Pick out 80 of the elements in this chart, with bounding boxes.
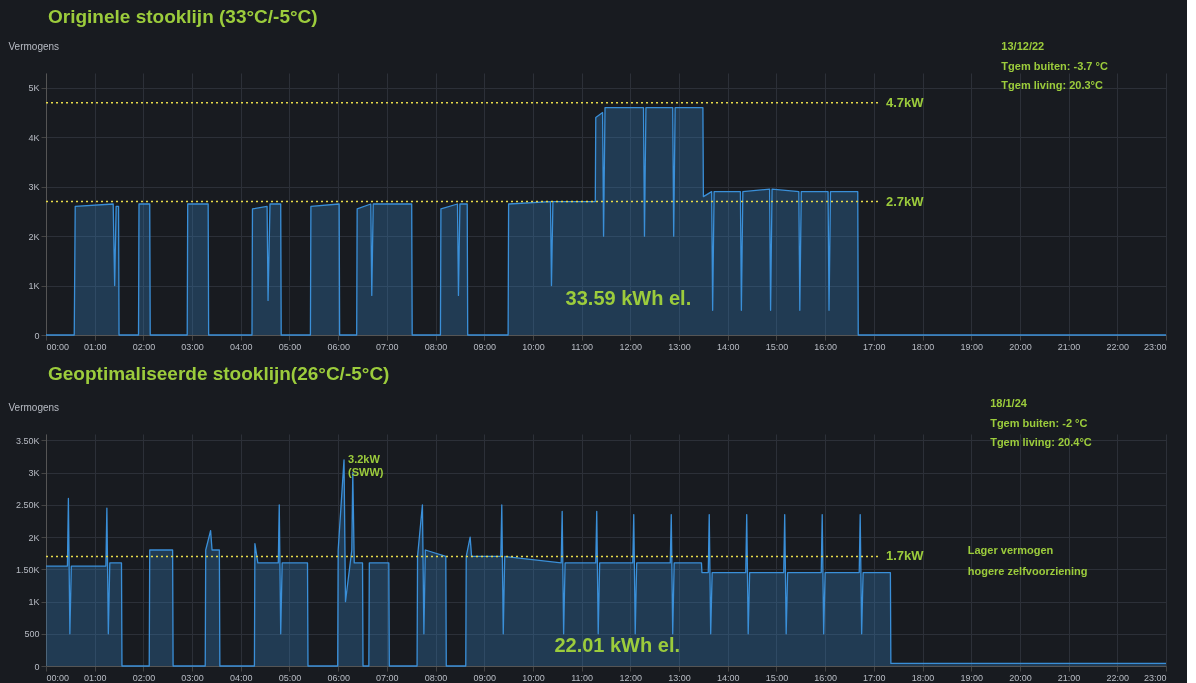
x-tick-label: 19:00: [960, 672, 983, 683]
x-tick-label: 08:00: [424, 672, 448, 683]
y-tick-label: 500: [24, 629, 40, 640]
ref-line-label: 1.7kW: [886, 548, 925, 564]
x-tick-label: 07:00: [376, 672, 399, 683]
x-tick-label: 13:00: [668, 341, 691, 352]
ref-line-label: 2.7kW: [886, 193, 925, 209]
ref-line-label: 4.7kW: [886, 94, 925, 110]
y-tick-label: 0: [34, 661, 40, 672]
y-tick-label: 3K: [28, 182, 40, 193]
x-tick-label: 02:00: [132, 341, 156, 352]
annotation: 3.2kW (SWW): [348, 452, 384, 478]
x-tick-label: 11:00: [571, 672, 594, 683]
text: 18/1/24: [990, 397, 1028, 409]
x-tick-label: 04:00: [230, 341, 253, 352]
x-tick-label: 18:00: [911, 341, 935, 352]
x-tick-label: 11:00: [571, 341, 594, 352]
x-tick-label: 23:00: [1143, 341, 1167, 352]
x-tick-label: 20:00: [1009, 672, 1032, 683]
x-tick-label: 18:00: [911, 672, 935, 683]
annotation: hogere zelfvoorziening: [967, 565, 1088, 577]
y-tick-label: 1K: [28, 281, 40, 292]
x-tick-label: 17:00: [863, 672, 886, 683]
y-tick-label: 2.50K: [15, 500, 40, 511]
y-tick-label: 1K: [28, 597, 40, 608]
x-tick-label: 07:00: [376, 341, 399, 352]
x-tick-label: 05:00: [278, 341, 302, 352]
x-tick-label: 14:00: [716, 341, 740, 352]
x-tick-label: 01:00: [83, 341, 107, 352]
x-tick-label: 06:00: [327, 341, 350, 352]
y-tick-label: 3K: [28, 468, 40, 479]
x-tick-label: 03:00: [181, 341, 204, 352]
x-tick-label: 21:00: [1057, 341, 1081, 352]
annotation: Tgem living: 20.4°C: [990, 436, 1092, 448]
x-tick-label: 14:00: [716, 672, 740, 683]
y-axis-title: Vermogens: [8, 40, 60, 52]
x-tick-label: 00:00: [46, 341, 70, 352]
y-tick-label: 5K: [28, 83, 40, 94]
x-tick-label: 09:00: [473, 341, 497, 352]
annotation: 33.59 kWh el.: [565, 287, 692, 309]
x-tick-label: 09:00: [473, 672, 497, 683]
annotation: Tgem living: 20.3°C: [1001, 79, 1104, 91]
x-tick-label: 20:00: [1009, 341, 1032, 352]
x-tick-label: 16:00: [814, 341, 837, 352]
y-tick-label: 2K: [28, 231, 40, 242]
x-tick-label: 17:00: [863, 341, 886, 352]
x-tick-label: 15:00: [765, 672, 789, 683]
text: Tgem buiten: -3.7 °C: [1001, 60, 1108, 72]
x-tick-label: 22:00: [1106, 672, 1130, 683]
chart-title: Originele stooklijn (33°C/-5°C): [48, 6, 318, 27]
x-tick-label: 06:00: [327, 672, 350, 683]
text: 13/12/22: [1001, 40, 1045, 52]
y-tick-label: 2K: [28, 532, 40, 543]
x-tick-label: 13:00: [668, 672, 691, 683]
x-tick-label: 16:00: [814, 672, 837, 683]
y-tick-label: 3.50K: [15, 435, 40, 446]
x-tick-label: 12:00: [619, 672, 643, 683]
x-tick-label: 02:00: [132, 672, 156, 683]
x-tick-label: 05:00: [278, 672, 302, 683]
y-tick-label: 0: [34, 330, 40, 341]
text: Tgem buiten: -2 °C: [990, 417, 1088, 429]
x-tick-label: 15:00: [765, 341, 789, 352]
x-tick-label: 01:00: [83, 672, 107, 683]
x-tick-label: 19:00: [960, 341, 983, 352]
x-tick-label: 10:00: [522, 672, 545, 683]
x-tick-label: 23:00: [1143, 672, 1167, 683]
x-tick-label: 12:00: [619, 341, 643, 352]
y-tick-label: 4K: [28, 132, 40, 143]
x-tick-label: 22:00: [1106, 341, 1130, 352]
x-tick-label: 10:00: [522, 341, 545, 352]
x-tick-label: 08:00: [424, 341, 448, 352]
annotation: 22.01 kWh el.: [554, 634, 681, 656]
y-tick-label: 1.50K: [15, 564, 40, 575]
x-tick-label: 21:00: [1057, 672, 1081, 683]
x-tick-label: 04:00: [230, 672, 253, 683]
x-tick-label: 03:00: [181, 672, 204, 683]
y-axis-title: Vermogens: [8, 401, 60, 413]
chart-title: Geoptimaliseerde stooklijn(26°C/-5°C): [48, 363, 390, 384]
annotation: Lager vermogen: [967, 544, 1054, 556]
x-tick-label: 00:00: [46, 672, 70, 683]
